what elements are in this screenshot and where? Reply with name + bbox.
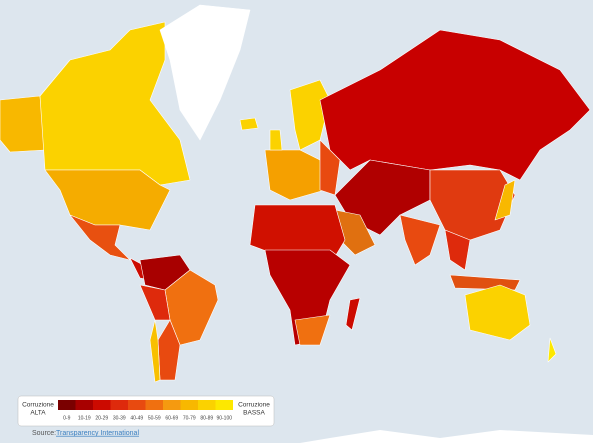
legend-swatch <box>198 400 216 410</box>
country <box>399 214 441 266</box>
country <box>345 297 361 331</box>
country <box>149 319 161 383</box>
country <box>547 337 557 363</box>
legend-bin-label: 10-19 <box>78 415 91 421</box>
country <box>464 284 531 341</box>
legend-left-label: Corruzione <box>22 402 54 409</box>
legend-bin-label: 60-69 <box>165 415 178 421</box>
country <box>44 169 171 231</box>
legend-bin-label: 0-9 <box>63 415 70 421</box>
source-label: Source: <box>32 430 56 437</box>
country <box>0 95 46 153</box>
source-link[interactable]: Transparency International <box>56 430 139 437</box>
legend-bin-label: 80-89 <box>200 415 213 421</box>
country <box>239 117 259 131</box>
legend-swatch <box>145 400 163 410</box>
antarctica <box>300 430 593 443</box>
legend-bin-label: 40-49 <box>130 415 143 421</box>
legend-swatch <box>180 400 198 410</box>
country <box>157 319 181 381</box>
legend-left-label: ALTA <box>30 410 46 417</box>
legend: Corruzione ALTA Corruzione BASSA 0-9 10-1… <box>17 395 275 427</box>
country <box>319 29 591 181</box>
legend-right-label: BASSA <box>243 410 265 417</box>
legend-swatch <box>128 400 146 410</box>
legend-swatch <box>75 400 93 410</box>
legend-bin-label: 20-29 <box>95 415 108 421</box>
country <box>444 229 471 271</box>
legend-swatch <box>110 400 128 410</box>
legend-swatch <box>93 400 111 410</box>
country <box>269 129 283 151</box>
country <box>69 214 131 261</box>
legend-swatch <box>215 400 233 410</box>
legend-right-label: Corruzione <box>238 402 270 409</box>
legend-swatch <box>58 400 76 410</box>
country <box>294 314 331 346</box>
country <box>429 169 516 241</box>
country <box>159 4 251 141</box>
world-map <box>0 4 593 443</box>
legend-bin-label: 70-79 <box>183 415 196 421</box>
legend-swatch <box>163 400 181 410</box>
legend-bin-label: 90-100 <box>216 415 232 421</box>
legend-bin-label: 50-59 <box>148 415 161 421</box>
legend-bin-label: 30-39 <box>113 415 126 421</box>
country <box>494 179 516 221</box>
